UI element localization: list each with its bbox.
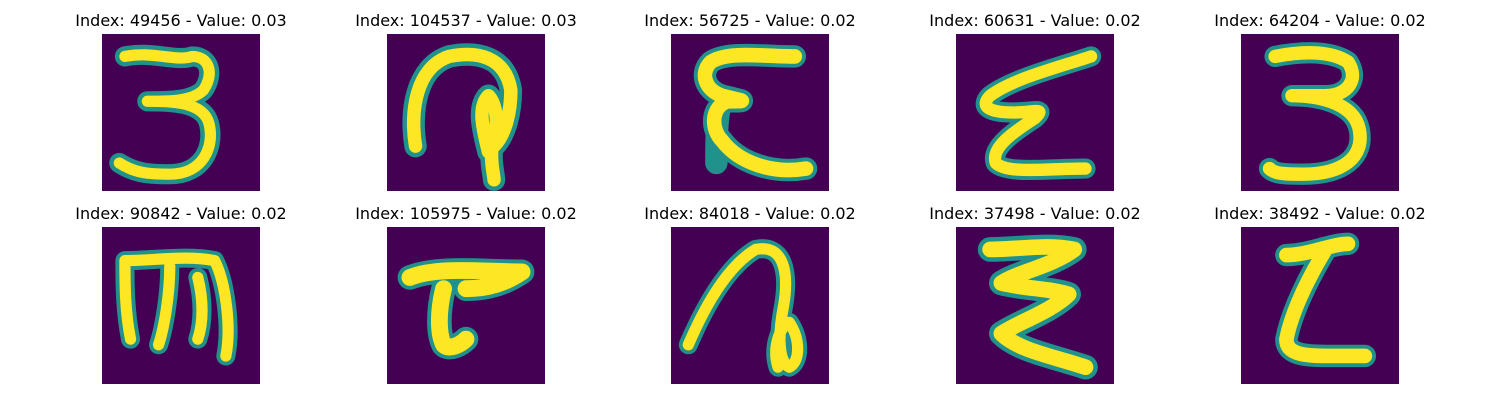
panel-1: Index: 49456 - Value: 0.03 — [51, 8, 311, 191]
digit-image — [387, 34, 545, 191]
panel-title: Index: 105975 - Value: 0.02 — [355, 204, 577, 223]
panel-7: Index: 105975 - Value: 0.02 — [336, 201, 596, 384]
panel-6: Index: 90842 - Value: 0.02 — [51, 201, 311, 384]
glyph-E-stroke — [693, 43, 818, 182]
digit-image — [102, 34, 260, 191]
digit-image — [387, 227, 545, 384]
panel-title: Index: 104537 - Value: 0.03 — [355, 11, 577, 30]
panel-10: Index: 38492 - Value: 0.02 — [1190, 201, 1450, 384]
glyph-Z-stroke — [977, 234, 1098, 380]
digit-image — [956, 34, 1114, 191]
panel-title: Index: 56725 - Value: 0.02 — [644, 11, 856, 30]
digit-image — [671, 227, 829, 384]
panel-4: Index: 60631 - Value: 0.02 — [905, 8, 1165, 191]
glyph-z-stroke — [975, 46, 1102, 181]
glyph-3-stroke — [109, 44, 221, 185]
digit-image — [956, 227, 1114, 384]
panel-title: Index: 38492 - Value: 0.02 — [1214, 204, 1426, 223]
panel-title: Index: 37498 - Value: 0.02 — [929, 204, 1141, 223]
panel-9: Index: 37498 - Value: 0.02 — [905, 201, 1165, 384]
panel-title: Index: 60631 - Value: 0.02 — [929, 11, 1141, 30]
panel-8: Index: 84018 - Value: 0.02 — [620, 201, 880, 384]
panel-3: Index: 56725 - Value: 0.02 — [620, 8, 880, 191]
glyph-3-stroke — [1258, 42, 1371, 185]
panel-5: Index: 64204 - Value: 0.02 — [1190, 8, 1450, 191]
panel-title: Index: 90842 - Value: 0.02 — [75, 204, 287, 223]
digit-image — [1241, 34, 1399, 191]
glyph-m-stroke — [115, 248, 238, 366]
digit-image — [1241, 227, 1399, 384]
panel-2: Index: 104537 - Value: 0.03 — [336, 8, 596, 191]
digit-image — [102, 227, 260, 384]
panel-title: Index: 64204 - Value: 0.02 — [1214, 11, 1426, 30]
glyph-a-stroke — [402, 43, 523, 191]
glyph-L-stroke — [1275, 232, 1377, 368]
digit-image — [671, 34, 829, 191]
glyph-T-stroke — [397, 258, 535, 360]
panel-title: Index: 84018 - Value: 0.02 — [644, 204, 856, 223]
panel-title: Index: 49456 - Value: 0.03 — [75, 11, 287, 30]
glyph-a-stroke — [678, 239, 808, 377]
